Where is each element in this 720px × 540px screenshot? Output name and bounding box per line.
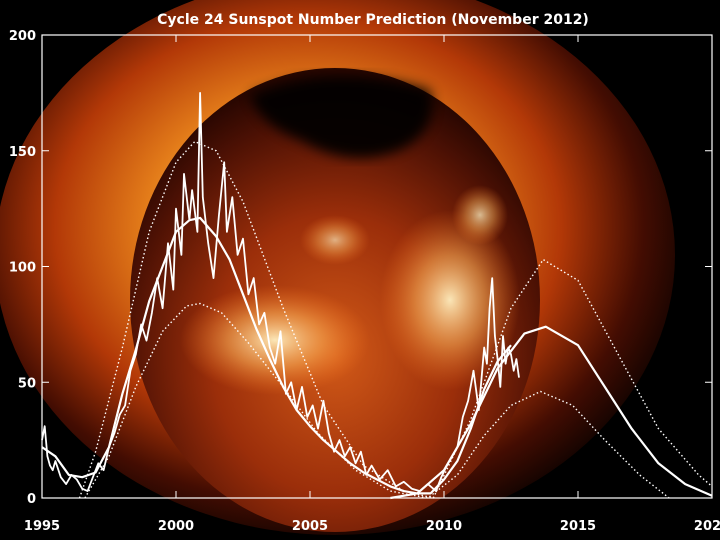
x-tick-label: 2005 (292, 519, 328, 534)
y-tick-label: 0 (27, 492, 36, 507)
y-tick-label: 50 (18, 376, 36, 391)
y-axis: 0 50 100 150 200 (9, 29, 712, 507)
chart-title: Cycle 24 Sunspot Number Prediction (Nove… (157, 12, 589, 28)
predicted-sunspot-line (390, 325, 713, 500)
upper-bound-line (78, 140, 713, 499)
x-tick-label: 2015 (560, 519, 596, 534)
y-tick-label: 100 (9, 261, 36, 276)
x-tick-label: 2010 (426, 519, 462, 534)
series-layer (41, 92, 713, 500)
smoothed-sunspot-line (41, 216, 512, 495)
monthly-sunspot-line (41, 92, 520, 493)
x-tick-label: 2000 (158, 519, 194, 534)
y-tick-label: 150 (9, 145, 36, 160)
y-tick-label: 200 (9, 29, 36, 44)
x-tick-label: 1995 (24, 519, 60, 534)
